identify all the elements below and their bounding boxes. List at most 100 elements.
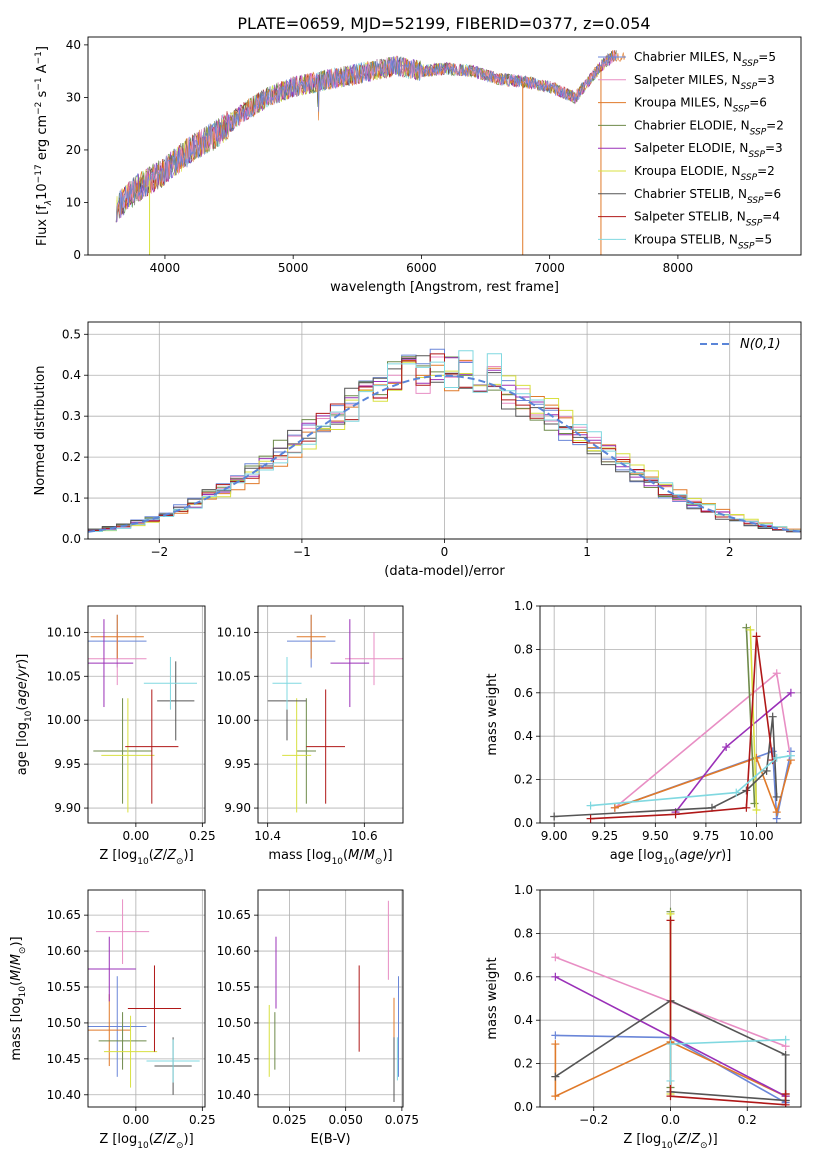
y-tick-label: 10.40	[217, 1088, 251, 1102]
mass-weight-line-6	[554, 716, 778, 818]
y-tick-label: 10.00	[47, 713, 81, 727]
plus-marker	[752, 753, 761, 762]
plus-marker	[742, 623, 751, 632]
y-axis-label: age [log10(age/yr)]	[15, 654, 34, 776]
y-axis-label: Normed distribution	[33, 366, 48, 496]
plot-area	[88, 614, 198, 813]
y-tick-label: 10.10	[47, 625, 81, 639]
plus-marker	[750, 799, 759, 808]
x-tick-label: 0.025	[272, 1113, 306, 1127]
x-tick-label: −0.2	[579, 1113, 608, 1127]
plus-marker	[762, 766, 771, 775]
legend-label: Salpeter MILES, NSSP=3	[634, 73, 775, 92]
y-axis-label: mass weight	[485, 957, 500, 1039]
plus-marker	[550, 812, 559, 821]
plus-marker	[666, 1092, 675, 1101]
x-tick-label: −1	[293, 545, 311, 559]
legend-label: N(0,1)	[740, 337, 781, 352]
x-tick-label: 10.6	[351, 829, 378, 843]
mass-weight-vs-age-plot: 9.00 9.25 9.50 9.75 10.00 0.0 0.2 0.4 0.6 0.8 1.0 m…	[485, 599, 802, 867]
x-tick-label: 0.0	[661, 1113, 680, 1127]
y-tick-label: 10.55	[217, 980, 251, 994]
plus-marker	[551, 1092, 560, 1101]
x-tick-label: 0.25	[189, 1113, 216, 1127]
y-tick-label: 10.05	[47, 669, 81, 683]
mass-weight-line-4	[674, 692, 792, 813]
y-tick-label: 10.65	[47, 908, 81, 922]
axes-frame	[539, 889, 802, 1108]
normal-curve	[88, 374, 801, 533]
axes-frame	[539, 605, 802, 824]
plus-marker	[781, 1035, 790, 1044]
plus-marker	[666, 1076, 675, 1085]
histogram-series-8	[88, 350, 801, 535]
y-tick-label: 0.3	[62, 409, 81, 423]
x-tick-label: 0.2	[738, 1113, 757, 1127]
axes-frame	[257, 605, 404, 824]
x-axis-label: Z [log10(Z/Z⊙)]	[99, 848, 193, 867]
y-tick-label: 1.0	[514, 883, 533, 897]
spectrum-plot: 4000 5000 6000 7000 8000 0 10 20 30 40 wavelength …	[34, 36, 802, 295]
age-vs-metallicity-plot: 0.00 0.25 9.90 9.95 10.00 10.05 10.10 Z [log10(…	[15, 605, 216, 867]
x-tick-label: 5000	[278, 261, 309, 275]
x-axis-label: E(B-V)	[310, 1132, 350, 1147]
x-tick-label: 10.00	[739, 829, 773, 843]
mass-weight-line-6	[554, 999, 787, 1102]
legend-label: Salpeter ELODIE, NSSP=3	[634, 141, 783, 160]
axes-frame	[87, 605, 206, 824]
y-tick-label: 0.0	[514, 1100, 533, 1114]
x-tick-label: 9.25	[591, 829, 618, 843]
y-axis-label: Flux [fλ10−17 erg cm−2 s−1 A−1]	[34, 46, 54, 246]
y-axis-label: mass [log10(M/M⊙)]	[9, 936, 28, 1060]
x-axis-label: Z [log10(Z/Z⊙)]	[99, 1132, 193, 1151]
plot-area	[115, 50, 626, 255]
y-tick-label: 0.8	[514, 926, 533, 940]
plus-marker	[551, 953, 560, 962]
mass-weight-line-3	[745, 627, 756, 804]
plus-marker	[772, 808, 781, 817]
x-axis-label: wavelength [Angstrom, rest frame]	[330, 280, 559, 295]
plus-marker	[551, 1040, 560, 1049]
x-tick-label: 6000	[406, 261, 437, 275]
axes-frame	[87, 889, 206, 1108]
plus-marker	[781, 1100, 790, 1107]
plus-marker	[551, 1031, 560, 1040]
plus-marker	[742, 786, 751, 795]
legend-label: Kroupa MILES, NSSP=6	[634, 96, 767, 115]
y-tick-label: 10.10	[217, 625, 251, 639]
y-tick-label: 10.55	[47, 980, 81, 994]
plus-marker	[752, 805, 761, 814]
y-tick-label: 0.2	[514, 1057, 533, 1071]
y-tick-label: 9.95	[224, 757, 251, 771]
y-tick-label: 9.90	[224, 801, 251, 815]
y-tick-label: 0.2	[62, 450, 81, 464]
legend-label: Salpeter STELIB, NSSP=4	[634, 210, 780, 229]
y-tick-label: 0.6	[514, 970, 533, 984]
age-vs-mass-plot: 10.4 10.6 9.90 9.95 10.00 10.05 10.10 mass [log…	[217, 605, 404, 867]
y-tick-label: 10	[66, 195, 81, 209]
plus-marker	[586, 801, 595, 810]
plus-marker	[786, 688, 795, 697]
mass-vs-extinction-plot: 0.025 0.050 0.075 10.40 10.45 10.50 10.55 10.60…	[217, 889, 419, 1147]
x-tick-label: 0.050	[328, 1113, 362, 1127]
x-tick-label: 0.25	[189, 829, 216, 843]
y-tick-label: 0.2	[514, 773, 533, 787]
plus-marker	[781, 1050, 790, 1059]
plus-marker	[666, 1040, 675, 1049]
legend-label: Kroupa ELODIE, NSSP=2	[634, 164, 775, 183]
axes-frame	[257, 889, 404, 1108]
x-tick-label: 9.75	[693, 829, 720, 843]
y-tick-label: 0.0	[514, 816, 533, 830]
y-tick-label: 20	[66, 143, 81, 157]
x-axis-label: (data-model)/error	[384, 564, 505, 579]
plus-marker	[772, 669, 781, 678]
x-tick-label: 8000	[663, 261, 694, 275]
x-tick-label: 4000	[150, 261, 181, 275]
plus-marker	[610, 803, 619, 812]
x-tick-label: 0.075	[385, 1113, 419, 1127]
x-tick-label: 0.00	[123, 1113, 150, 1127]
plus-marker	[772, 792, 781, 801]
plot-area	[550, 623, 795, 823]
plus-marker	[772, 753, 781, 762]
